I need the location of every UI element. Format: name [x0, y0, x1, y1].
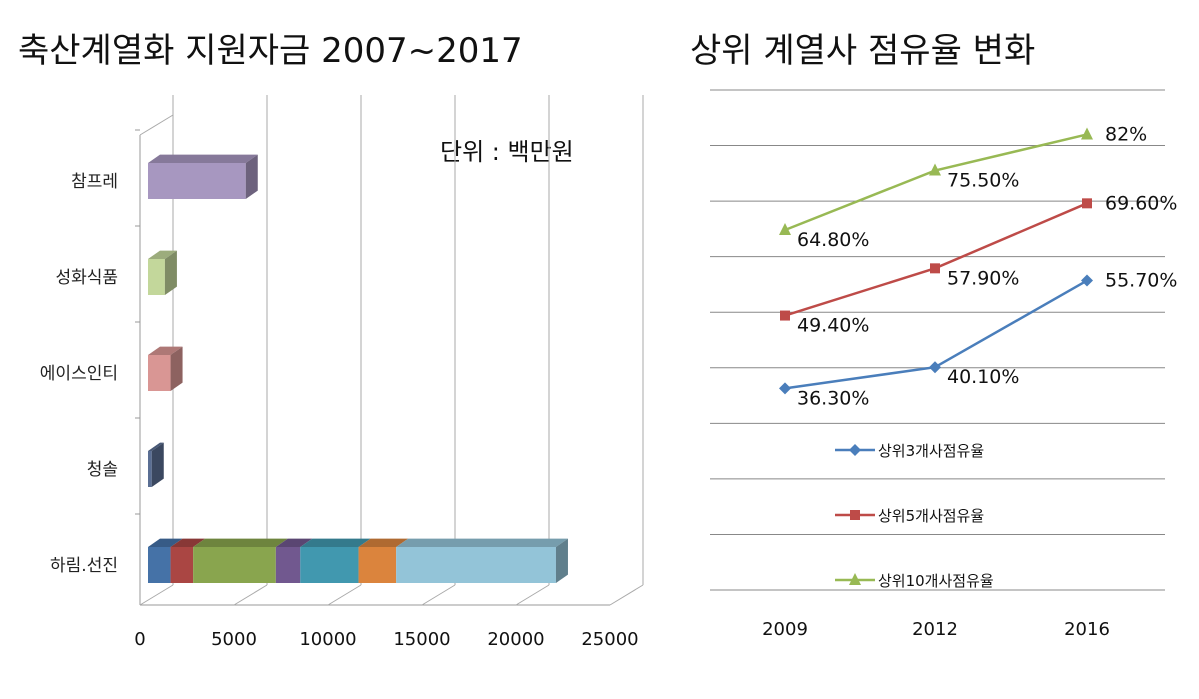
- x-tick-label: 2016: [1064, 619, 1110, 640]
- data-point: [1081, 274, 1093, 287]
- data-label: 55.70%: [1105, 270, 1177, 292]
- legend-label: 상위5개사점유율: [878, 507, 984, 525]
- y-category-label: 청솔: [87, 460, 118, 480]
- bar-segment-top: [358, 538, 409, 547]
- data-label: 49.40%: [797, 315, 869, 337]
- bar-segment-top: [170, 538, 206, 547]
- data-point: [779, 223, 791, 235]
- data-point: [779, 382, 791, 395]
- data-label: 57.90%: [947, 267, 1019, 289]
- bar-segment-side: [245, 154, 258, 199]
- legend-label: 상위3개사점유율: [878, 442, 984, 460]
- gridline: [609, 584, 644, 606]
- x-tick-label: 10000: [299, 629, 356, 650]
- data-point: [1082, 198, 1092, 209]
- bar-chart: 0 5000 10000 15000 20000 25000 참프레성화식품에이스인티청솔하…: [40, 95, 644, 650]
- legend-label: 상위10개사점유율: [878, 572, 994, 590]
- data-label: 36.30%: [797, 387, 869, 409]
- gridline: [233, 584, 268, 606]
- data-point: [1081, 127, 1093, 140]
- bar-segment-side: [170, 346, 183, 391]
- x-tick-label: 5000: [211, 629, 257, 650]
- data-label: 40.10%: [947, 366, 1019, 388]
- bar-segment: [148, 163, 246, 199]
- gridline: [327, 584, 362, 606]
- data-point: [929, 361, 941, 374]
- bar-segment-side: [164, 250, 177, 295]
- x-tick-label: 2009: [762, 619, 808, 640]
- x-tick-label: 25000: [581, 629, 638, 650]
- y-category-label: 에이스인티: [40, 364, 118, 384]
- bar-segment-top: [193, 538, 288, 547]
- bar-segment-top: [148, 250, 177, 259]
- bar-segment: [358, 547, 397, 583]
- bar-segment: [275, 547, 301, 583]
- series-line: [784, 133, 1088, 232]
- y-category-label: 참프레: [71, 172, 118, 192]
- y-category-label: 성화식품: [55, 268, 118, 288]
- series-line: [784, 202, 1088, 317]
- bar-segment-top: [148, 154, 258, 163]
- bar-segment: [170, 547, 194, 583]
- bar-segment-top: [148, 442, 164, 451]
- data-point: [780, 310, 790, 321]
- data-label: 64.80%: [797, 229, 869, 251]
- line-chart-title: 상위 계열사 점유율 변화: [690, 31, 1035, 71]
- bar-segment: [148, 355, 171, 391]
- bar-segment: [148, 547, 171, 583]
- x-tick-label: 20000: [487, 629, 544, 650]
- gridline: [515, 584, 550, 606]
- data-label: 69.60%: [1105, 192, 1177, 214]
- x-tick-label: 15000: [393, 629, 450, 650]
- y-category-label: 하림.선진: [50, 556, 118, 576]
- bar-segment-side: [555, 538, 568, 583]
- x-tick-label: 0: [134, 629, 145, 650]
- line-chart: 2009 2012 2016 36.30% 40.10% 55.70% 상위3개사점유율 49…: [710, 89, 1177, 640]
- unit-note: 단위 : 백만원: [440, 138, 574, 166]
- data-label: 75.50%: [947, 170, 1019, 192]
- bar-chart-title: 축산계열화 지원자금 2007~2017: [18, 31, 523, 71]
- bar-segment-top: [396, 538, 568, 547]
- bar-segment: [148, 259, 165, 295]
- bar-segment: [300, 547, 359, 583]
- gridline: [139, 584, 174, 606]
- legend-marker: [849, 573, 861, 585]
- bar-segment-top: [148, 346, 183, 355]
- bar-segment: [148, 451, 152, 487]
- bar-segment-top: [275, 538, 313, 547]
- bar-segment: [396, 547, 556, 583]
- gridline: [421, 584, 456, 606]
- legend-marker: [849, 444, 861, 456]
- bar-segment-top: [300, 538, 371, 547]
- bar-segment-top: [148, 538, 183, 547]
- data-point: [929, 163, 941, 176]
- x-tick-label: 2012: [912, 619, 958, 640]
- data-point: [930, 263, 940, 274]
- legend-marker: [850, 510, 860, 520]
- axis-line: [139, 114, 174, 136]
- data-label: 82%: [1105, 123, 1147, 145]
- bar-segment: [193, 547, 276, 583]
- bar-segment-side: [151, 442, 164, 487]
